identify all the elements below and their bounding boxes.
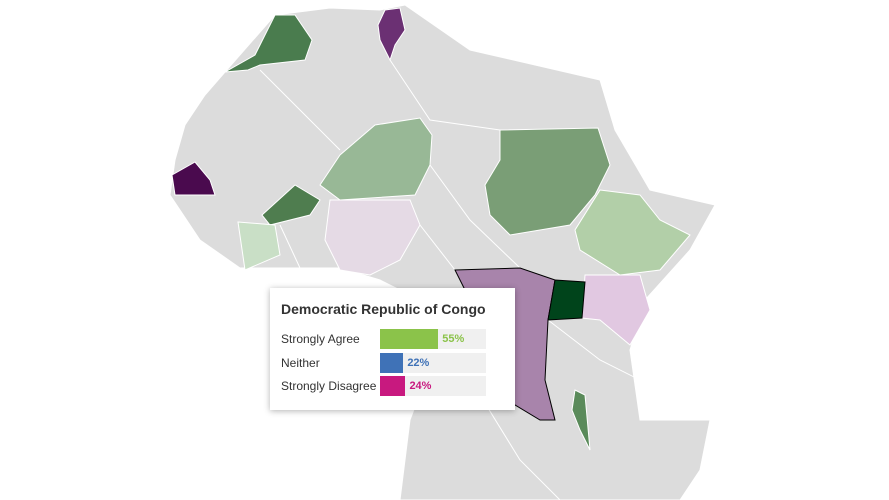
morocco[interactable] [224, 14, 313, 73]
malawi[interactable] [571, 389, 591, 451]
ivory-coast[interactable] [237, 221, 281, 271]
bar [380, 329, 439, 349]
mali[interactable] [319, 117, 433, 201]
row-label: Neither [281, 355, 320, 370]
senegal[interactable] [171, 161, 216, 196]
tooltip-title: Democratic Republic of Congo [281, 301, 486, 317]
row-label: Strongly Agree [281, 332, 360, 346]
bar [380, 376, 406, 396]
value-label: 22% [407, 356, 430, 369]
ethiopia[interactable] [574, 189, 691, 276]
sudan[interactable] [484, 127, 611, 236]
uganda[interactable] [547, 279, 586, 321]
bar [380, 352, 404, 373]
value-label: 24% [409, 380, 432, 392]
bar-track [380, 376, 486, 396]
tooltip: Democratic Republic of Congo Strongly Ag… [270, 288, 515, 410]
borders [259, 59, 641, 500]
nigeria[interactable] [324, 199, 421, 276]
tunisia[interactable] [377, 7, 406, 62]
value-label: 55% [442, 333, 465, 345]
bar-track [380, 352, 486, 373]
row-label: Strongly Disagree [281, 379, 377, 393]
burkina-faso[interactable] [261, 184, 321, 226]
